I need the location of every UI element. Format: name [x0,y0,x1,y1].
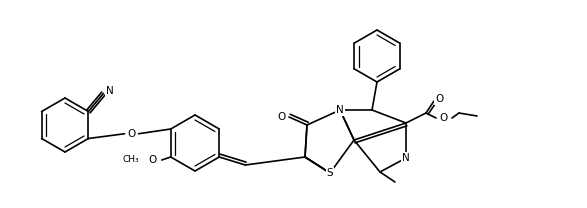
Text: S: S [327,168,333,178]
Text: N: N [402,153,410,163]
Text: O: O [440,113,448,123]
Text: O: O [435,94,443,104]
Text: N: N [106,87,113,97]
Text: N: N [336,105,344,115]
Text: CH₃: CH₃ [123,156,139,165]
Text: O: O [149,155,157,165]
Text: O: O [278,112,286,122]
Text: O: O [127,129,136,139]
